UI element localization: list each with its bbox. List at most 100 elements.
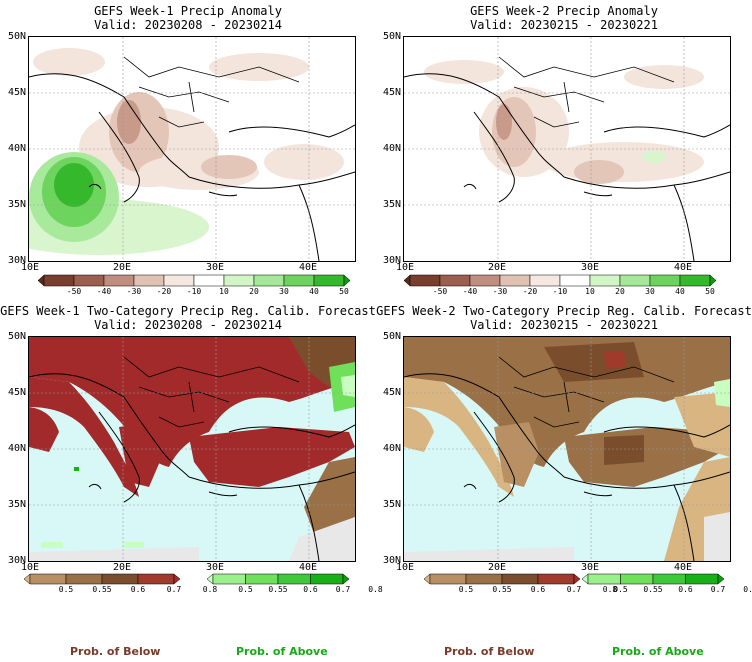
above-colorbar-swatch — [342, 573, 350, 585]
panel-title: GEFS Week-2 Two-Category Precip Reg. Cal… — [376, 304, 752, 318]
above-colorbar-swatch — [587, 573, 621, 585]
map-plot — [29, 337, 355, 561]
above-colorbar-label: 0.8 — [743, 585, 752, 594]
below-colorbar-swatch — [137, 573, 175, 585]
lon-label: 10E — [395, 562, 415, 573]
below-colorbar-label: 0.7 — [566, 585, 582, 594]
lat-label: 50N — [7, 331, 26, 342]
above-colorbar-label: 0.6 — [303, 585, 318, 594]
above-colorbar-label: 0.5 — [613, 585, 628, 594]
below-colorbar-swatch — [465, 573, 503, 585]
prob-below-label: Prob. of Below — [70, 645, 161, 658]
lon-label: 30E — [205, 562, 225, 573]
anomaly-colorbar-label: 50 — [339, 287, 349, 296]
below-colorbar: 0.5 0.55 0.6 0.7 0.8 — [423, 573, 617, 598]
below-colorbar-swatch — [501, 573, 539, 585]
lon-label: 20E — [487, 562, 507, 573]
anomaly-colorbar-swatch — [223, 274, 255, 287]
above-colorbar-swatch — [685, 573, 719, 585]
above-colorbar-label: 0.8 — [368, 585, 383, 594]
lat-label: 30N — [7, 255, 26, 266]
borders — [123, 56, 300, 128]
below-colorbar-swatch — [173, 573, 181, 585]
anomaly-colorbar-label: 30 — [645, 287, 655, 296]
above-colorbar-swatch — [277, 573, 311, 585]
map-frame — [28, 36, 356, 262]
lon-label: 20E — [112, 562, 132, 573]
lat-label: 50N — [382, 331, 401, 342]
anomaly-colorbar-swatch — [103, 274, 135, 287]
panel-valid-dates: Valid: 20230215 - 20230221 — [470, 18, 658, 32]
above-colorbar-swatch — [206, 573, 214, 585]
above-colorbar-swatch — [652, 573, 686, 585]
above-colorbar-swatch — [581, 573, 589, 585]
anomaly-colorbar-label: -50 — [66, 287, 82, 296]
below-colorbar-swatch — [573, 573, 581, 585]
lat-label: 40N — [382, 143, 401, 154]
anomaly-colorbar-swatch — [403, 274, 411, 287]
coastlines — [404, 373, 730, 561]
above-colorbar: 0.5 0.55 0.6 0.7 0.8 — [206, 573, 383, 598]
below-colorbar-label: 0.55 — [492, 585, 512, 594]
panel-week2-probability: GEFS Week-2 Two-Category Precip Reg. Cal… — [376, 300, 752, 662]
map-frame — [28, 336, 356, 562]
graticule — [404, 337, 730, 561]
graticule — [404, 37, 730, 261]
lat-label: 45N — [7, 87, 26, 98]
lat-label: 50N — [382, 31, 401, 42]
panel-title: GEFS Week-2 Precip Anomaly — [470, 4, 658, 18]
anomaly-colorbar-swatch — [313, 274, 345, 287]
anomaly-colorbar-swatch — [193, 274, 225, 287]
anomaly-colorbar-swatch — [709, 274, 717, 287]
anomaly-colorbar-label: -40 — [96, 287, 112, 296]
anomaly-colorbar-swatch — [649, 274, 681, 287]
lon-label: 10E — [395, 262, 415, 273]
prob-below-label: Prob. of Below — [444, 645, 535, 658]
anomaly-colorbar-swatch — [469, 274, 501, 287]
lat-label: 45N — [382, 387, 401, 398]
anomaly-colorbar-label: 10 — [219, 287, 229, 296]
coastlines — [29, 73, 355, 261]
panel-title: GEFS Week-1 Precip Anomaly — [94, 4, 282, 18]
anomaly-colorbar-swatch — [409, 274, 441, 287]
anomaly-shading — [424, 60, 704, 184]
lat-label: 40N — [382, 443, 401, 454]
lon-label: 10E — [20, 562, 40, 573]
above-colorbar-swatch — [620, 573, 654, 585]
lat-label: 30N — [382, 255, 401, 266]
anomaly-colorbar-swatch — [73, 274, 105, 287]
above-colorbar-swatch — [212, 573, 246, 585]
lon-label: 40E — [673, 562, 693, 573]
below-colorbar-label: 0.5 — [58, 585, 74, 594]
anomaly-colorbar-label: 40 — [309, 287, 319, 296]
panel-valid-dates: Valid: 20230208 - 20230214 — [94, 18, 282, 32]
below-colorbar-label: 0.5 — [458, 585, 474, 594]
borders — [498, 356, 675, 428]
panel-valid-dates: Valid: 20230208 - 20230214 — [94, 318, 282, 332]
panel-valid-dates: Valid: 20230215 - 20230221 — [470, 318, 658, 332]
lon-label: 20E — [487, 262, 507, 273]
map-plot — [404, 37, 730, 261]
below-colorbar-swatch — [101, 573, 139, 585]
graticule — [29, 37, 355, 261]
anomaly-colorbar-swatch — [439, 274, 471, 287]
below-colorbar-swatch — [429, 573, 467, 585]
anomaly-colorbar-label: 40 — [675, 287, 685, 296]
anomaly-colorbar-swatch — [619, 274, 651, 287]
lat-label: 30N — [7, 555, 26, 566]
lon-label: 20E — [112, 262, 132, 273]
lat-label: 50N — [7, 31, 26, 42]
anomaly-colorbar-label: 50 — [705, 287, 715, 296]
anomaly-colorbar-swatch — [253, 274, 285, 287]
graticule — [29, 337, 355, 561]
below-colorbar-label: 0.55 — [92, 585, 112, 594]
lat-label: 35N — [382, 499, 401, 510]
prob-above-label: Prob. of Above — [236, 645, 328, 658]
anomaly-colorbar-swatch — [529, 274, 561, 287]
lon-label: 40E — [298, 262, 318, 273]
below-colorbar-swatch — [537, 573, 575, 585]
above-colorbar-label: 0.5 — [238, 585, 253, 594]
borders — [123, 356, 300, 428]
anomaly-colorbar-label: -20 — [156, 287, 172, 296]
anomaly-colorbar-label: -10 — [186, 287, 202, 296]
